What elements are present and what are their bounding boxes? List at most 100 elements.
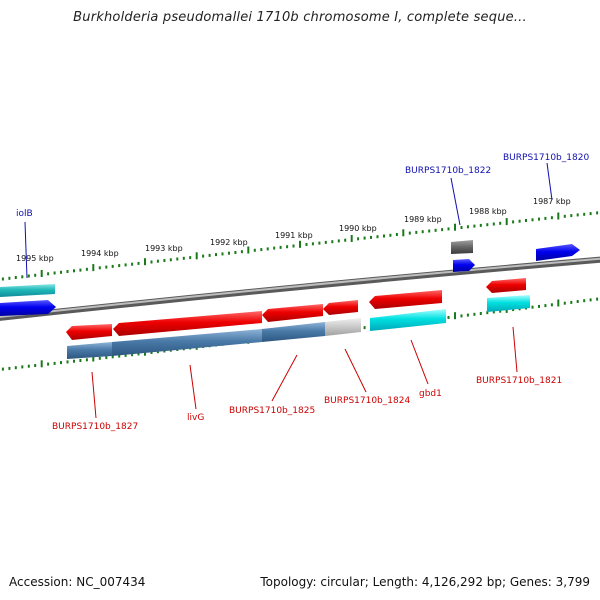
minor-tick — [14, 366, 17, 370]
minor-tick — [434, 228, 437, 232]
minor-tick — [589, 298, 592, 302]
minor-tick — [215, 253, 217, 257]
minor-tick — [156, 259, 159, 263]
minor-tick — [544, 216, 547, 220]
minor-tick — [466, 313, 469, 317]
minor-tick — [124, 353, 127, 357]
major-tick — [454, 223, 456, 231]
forward-gene-burps1710b-1820[interactable] — [536, 244, 580, 261]
reverse-gene-burps1710b-1825[interactable] — [262, 304, 325, 342]
major-tick — [557, 212, 560, 220]
minor-tick — [563, 214, 566, 218]
scale-label: 1992 kbp — [210, 238, 248, 247]
minor-tick — [550, 216, 553, 220]
reverse-gene-gbd1[interactable] — [369, 290, 446, 331]
minor-tick — [8, 276, 11, 280]
minor-tick — [486, 223, 489, 227]
minor-tick — [479, 312, 482, 315]
forward-gene-burps1710b-1822[interactable] — [451, 240, 475, 272]
major-tick — [195, 252, 198, 260]
reverse-gene-burps1710b-1821[interactable] — [486, 278, 530, 312]
minor-tick — [266, 247, 269, 251]
reverse-gene-burps1710b-1827[interactable] — [66, 324, 112, 359]
gene-label-burps1710b-1822[interactable]: BURPS1710b_1822 — [405, 166, 491, 176]
gene-label-burps1710b-1820[interactable]: BURPS1710b_1820 — [503, 153, 589, 163]
minor-tick — [240, 250, 243, 254]
major-tick — [247, 246, 250, 254]
minor-tick — [21, 365, 24, 369]
minor-tick — [421, 230, 424, 234]
minor-tick — [531, 218, 534, 222]
minor-tick — [150, 260, 153, 264]
minor-tick — [189, 256, 192, 260]
gene-label-burps1710b-1824[interactable]: BURPS1710b_1824 — [324, 396, 410, 406]
reverse-gene-livG[interactable] — [112, 311, 262, 356]
minor-tick — [415, 230, 418, 234]
minor-tick — [499, 309, 502, 313]
minor-tick — [331, 240, 334, 244]
minor-tick — [563, 301, 566, 305]
upper-scale-ticks — [1, 211, 599, 281]
minor-tick — [376, 235, 379, 239]
minor-tick — [525, 219, 527, 222]
minor-tick — [395, 233, 398, 236]
minor-tick — [169, 258, 172, 262]
minor-tick — [383, 234, 385, 238]
minor-tick — [441, 228, 444, 232]
scale-label: 1988 kbp — [469, 207, 507, 216]
minor-tick — [66, 270, 69, 273]
minor-tick — [111, 355, 114, 359]
minor-tick — [202, 254, 205, 258]
minor-tick — [589, 212, 592, 216]
gene-label-burps1710b-1827[interactable]: BURPS1710b_1827 — [52, 422, 138, 432]
minor-tick — [499, 221, 502, 225]
topology-label: Topology: circular; Length: 4,126,292 bp… — [260, 575, 590, 589]
minor-tick — [531, 305, 534, 309]
reverse-gene-burps1710b-1824[interactable] — [323, 300, 361, 336]
minor-tick — [324, 240, 327, 244]
minor-tick — [47, 362, 50, 366]
gene-label-burps1710b-1821[interactable]: BURPS1710b_1821 — [476, 376, 562, 386]
minor-tick — [492, 222, 495, 226]
minor-tick — [131, 353, 134, 357]
gene-label-livG[interactable]: livG — [187, 413, 204, 423]
minor-tick — [118, 354, 121, 358]
minor-tick — [279, 245, 282, 249]
minor-tick — [98, 356, 101, 360]
minor-tick — [538, 304, 540, 308]
major-tick — [92, 354, 95, 362]
minor-tick — [570, 300, 573, 304]
minor-tick — [570, 214, 573, 218]
minor-tick — [576, 300, 579, 303]
minor-tick — [79, 359, 82, 362]
minor-tick — [182, 256, 185, 260]
gene-label-gbd1[interactable]: gbd1 — [419, 389, 442, 399]
minor-tick — [286, 245, 289, 249]
gene-label-burps1710b-1825[interactable]: BURPS1710b_1825 — [229, 406, 315, 416]
minor-tick — [479, 223, 482, 227]
minor-tick — [8, 366, 11, 370]
minor-tick — [34, 364, 37, 367]
minor-tick — [486, 311, 489, 315]
scale-label: 1993 kbp — [145, 244, 183, 253]
reverse-label-leaders — [91, 326, 518, 419]
minor-tick — [21, 275, 24, 279]
minor-tick — [208, 253, 211, 257]
minor-tick — [460, 226, 463, 229]
minor-tick — [60, 361, 62, 365]
minor-tick — [27, 364, 30, 368]
minor-tick — [150, 351, 153, 354]
forward-gene-iolB[interactable] — [0, 284, 56, 316]
minor-tick — [408, 231, 411, 235]
minor-tick — [583, 212, 586, 216]
minor-tick — [176, 257, 179, 261]
minor-tick — [512, 308, 515, 312]
minor-tick — [118, 264, 121, 268]
minor-tick — [27, 274, 30, 278]
scale-label: 1990 kbp — [339, 224, 377, 233]
major-tick — [557, 299, 560, 307]
minor-tick — [357, 237, 360, 241]
gene-label-iolB[interactable]: iolB — [16, 209, 33, 219]
minor-tick — [260, 248, 263, 252]
